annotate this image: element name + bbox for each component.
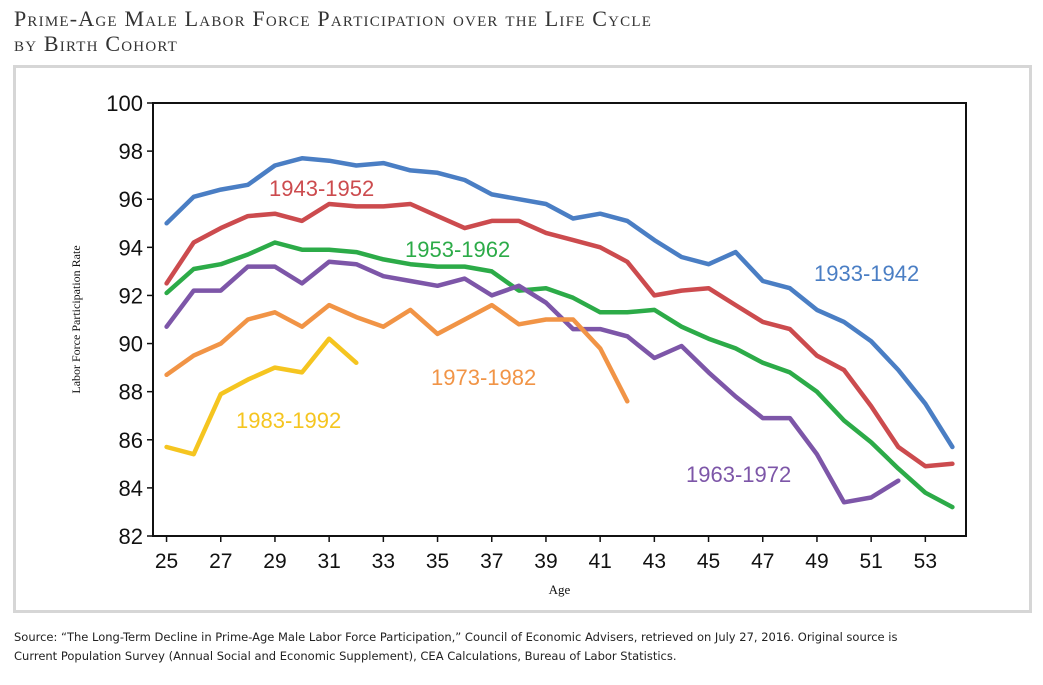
x-tick-label-31: 31 xyxy=(317,550,340,573)
y-tick-label-86: 86 xyxy=(119,428,143,453)
y-tick-label-92: 92 xyxy=(119,283,143,308)
x-tick-label-29: 29 xyxy=(263,550,286,573)
x-tick-label-41: 41 xyxy=(588,550,611,573)
series-label-1983-1992: 1983-1992 xyxy=(236,408,341,433)
series-label-1953-1962: 1953-1962 xyxy=(405,237,510,262)
series-label-1963-1972: 1963-1972 xyxy=(686,462,791,487)
line-chart: 82 84 86 88 90 92 94 96 98 100 25 27 29 31 33 35 37 39 41 4… xyxy=(69,91,967,597)
chart-title-line-1: Prime-Age Male Labor Force Participation… xyxy=(14,6,653,31)
series-line-1983-1992 xyxy=(164,336,359,457)
x-tick-label-33: 33 xyxy=(372,550,395,573)
x-tick-label-45: 45 xyxy=(697,550,720,573)
y-axis-label: Labor Force Participation Rate xyxy=(69,245,83,393)
x-tick-label-39: 39 xyxy=(534,550,557,573)
chart-title-line-2: by Birth Cohort xyxy=(14,31,179,56)
y-tick-label-84: 84 xyxy=(119,476,143,501)
x-tick-label-43: 43 xyxy=(643,550,666,573)
x-tick-label-37: 37 xyxy=(480,550,503,573)
x-tick-label-49: 49 xyxy=(805,550,828,573)
x-tick-label-35: 35 xyxy=(426,550,449,573)
y-tick-label-96: 96 xyxy=(119,187,143,212)
y-tick-label-90: 90 xyxy=(119,332,143,357)
series-line-1973-1982 xyxy=(164,302,630,404)
x-axis-label: Age xyxy=(549,582,571,597)
source-line-1: Source: “The Long-Term Decline in Prime-… xyxy=(14,630,898,644)
x-tick-label-51: 51 xyxy=(859,550,882,573)
series-line-1933-1942 xyxy=(164,156,955,450)
x-tick-label-25: 25 xyxy=(155,550,178,573)
series-line-1963-1972 xyxy=(164,259,901,505)
source-note: Source: “The Long-Term Decline in Prime-… xyxy=(14,628,1034,666)
y-tick-label-82: 82 xyxy=(119,524,143,549)
y-tick-label-94: 94 xyxy=(119,235,143,260)
series-line-1953-1962 xyxy=(164,240,955,510)
plot-area-border xyxy=(152,102,967,537)
source-line-2: Current Population Survey (Annual Social… xyxy=(14,649,677,663)
x-tick-label-53: 53 xyxy=(914,550,937,573)
y-tick-label-98: 98 xyxy=(119,139,143,164)
series-label-1933-1942: 1933-1942 xyxy=(814,261,919,286)
x-tick-label-27: 27 xyxy=(209,550,232,573)
series-label-1943-1952: 1943-1952 xyxy=(269,176,374,201)
series-line-1943-1952 xyxy=(164,201,955,469)
y-tick-label-88: 88 xyxy=(119,380,143,405)
x-tick-label-47: 47 xyxy=(751,550,774,573)
chart-title-block: Prime-Age Male Labor Force Participation… xyxy=(14,6,652,56)
chart-frame: 82 84 86 88 90 92 94 96 98 100 25 27 29 31 33 35 37 39 41 4… xyxy=(13,65,1032,613)
series-label-1973-1982: 1973-1982 xyxy=(431,365,536,390)
y-tick-label-100: 100 xyxy=(106,91,143,116)
